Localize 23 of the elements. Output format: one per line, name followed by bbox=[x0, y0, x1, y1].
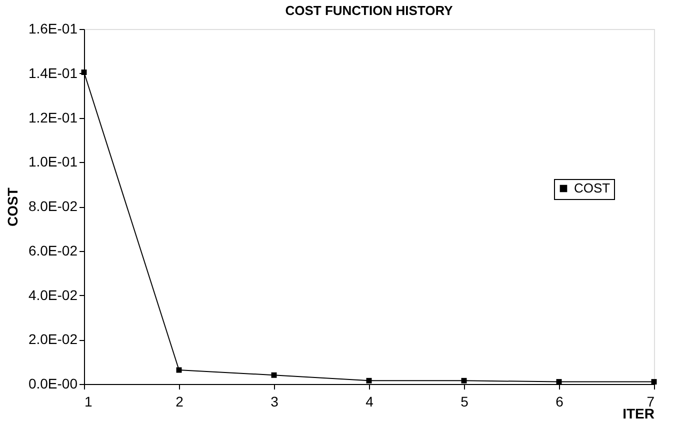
point bbox=[651, 379, 657, 385]
y-tick-label: 1.6E-01 bbox=[28, 20, 78, 36]
point bbox=[271, 372, 277, 378]
y-tick-label: 6.0E-02 bbox=[28, 242, 78, 258]
y-tick-label: 1.2E-01 bbox=[28, 109, 78, 126]
x-tick-label: 4 bbox=[366, 394, 374, 410]
y-tick-label: 4.0E-02 bbox=[28, 286, 78, 303]
y-tick-label: 8.0E-02 bbox=[28, 198, 78, 214]
point bbox=[461, 378, 467, 384]
y-tick-label: 2.0E-02 bbox=[28, 331, 78, 348]
x-tick-label: 2 bbox=[176, 394, 184, 410]
x-tick-label: 6 bbox=[556, 394, 564, 410]
x-tick-label: 5 bbox=[460, 394, 469, 410]
y-tick-label: 1.4E-01 bbox=[28, 64, 78, 81]
point bbox=[176, 367, 182, 373]
chart-title: COST FUNCTION HISTORY bbox=[285, 3, 454, 18]
y-tick-label: 1.0E-01 bbox=[28, 154, 78, 170]
point bbox=[366, 378, 372, 384]
x-tick-label: 3 bbox=[270, 394, 279, 410]
y-tick-label: 0.0E-00 bbox=[28, 376, 78, 392]
legend-label: COST bbox=[574, 180, 610, 196]
y-axis-title: COST bbox=[4, 187, 20, 226]
x-tick-label: 1 bbox=[84, 394, 92, 410]
